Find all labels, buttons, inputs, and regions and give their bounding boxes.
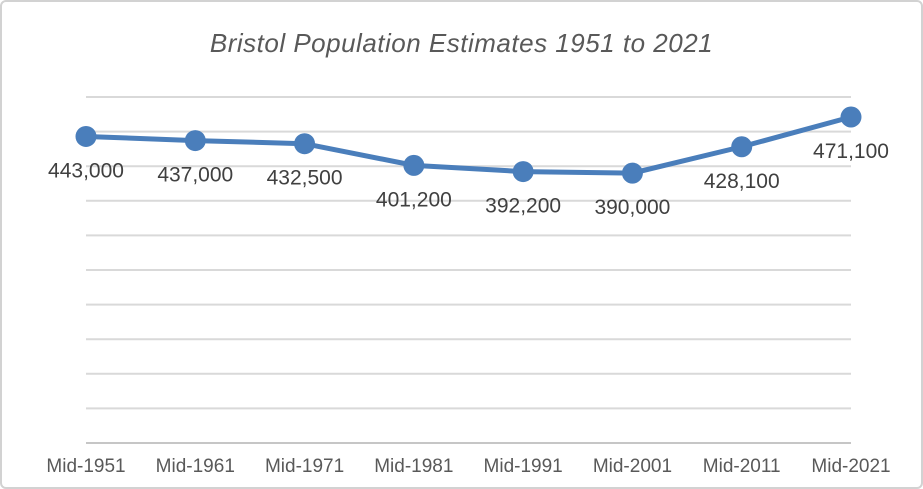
- data-label: 428,100: [704, 170, 780, 193]
- data-point-marker: [294, 133, 316, 155]
- data-label: 390,000: [594, 196, 670, 219]
- data-point-marker: [621, 162, 643, 184]
- x-axis-label: Mid-1991: [484, 456, 563, 477]
- data-label: 432,500: [267, 167, 343, 190]
- x-axis-label: Mid-2021: [811, 456, 890, 477]
- data-point-marker: [75, 125, 97, 147]
- x-axis-label: Mid-2001: [593, 456, 672, 477]
- data-point-marker: [403, 154, 425, 176]
- data-label: 437,000: [157, 164, 233, 187]
- data-point-marker: [731, 136, 753, 158]
- x-axis-label: Mid-1951: [46, 456, 125, 477]
- data-point-marker: [512, 161, 534, 183]
- data-label: 471,100: [813, 140, 889, 163]
- x-axis-label: Mid-1961: [156, 456, 235, 477]
- data-point-marker: [184, 130, 206, 152]
- series-line: [83, 114, 854, 176]
- chart-title: Bristol Population Estimates 1951 to 202…: [209, 28, 714, 58]
- data-label: 392,200: [485, 195, 561, 218]
- x-axis-label: Mid-2011: [703, 456, 781, 477]
- x-axis-label: Mid-1981: [374, 456, 453, 477]
- data-point-marker: [840, 106, 862, 128]
- data-label: 443,000: [48, 159, 124, 182]
- x-axis-label: Mid-1971: [265, 456, 344, 477]
- data-label: 401,200: [376, 188, 452, 211]
